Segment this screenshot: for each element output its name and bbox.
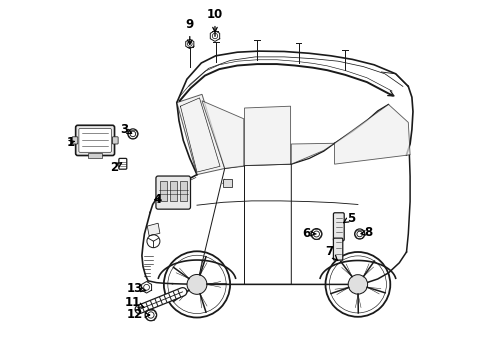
FancyBboxPatch shape	[333, 213, 344, 241]
Bar	[169, 181, 177, 201]
Polygon shape	[223, 179, 231, 187]
Text: 6: 6	[302, 227, 315, 240]
FancyBboxPatch shape	[76, 125, 114, 156]
Circle shape	[187, 274, 206, 294]
Bar	[179, 181, 186, 201]
Polygon shape	[177, 94, 224, 175]
FancyBboxPatch shape	[72, 137, 78, 144]
Text: 13: 13	[127, 282, 146, 294]
Polygon shape	[334, 104, 409, 164]
FancyBboxPatch shape	[333, 238, 342, 260]
Bar	[88, 153, 102, 158]
Text: 10: 10	[206, 8, 223, 32]
FancyBboxPatch shape	[79, 129, 111, 152]
FancyBboxPatch shape	[156, 176, 190, 209]
FancyBboxPatch shape	[112, 137, 118, 144]
Text: 9: 9	[185, 18, 194, 44]
Bar	[159, 181, 166, 201]
Text: 7: 7	[325, 246, 337, 261]
Polygon shape	[291, 143, 334, 164]
Text: 2: 2	[110, 161, 122, 174]
Circle shape	[347, 275, 367, 294]
Text: 11: 11	[124, 296, 143, 309]
Text: 5: 5	[343, 212, 354, 225]
Text: 3: 3	[120, 123, 131, 136]
Text: 8: 8	[360, 226, 372, 239]
Text: 12: 12	[126, 309, 149, 321]
Text: 4: 4	[153, 193, 161, 206]
FancyBboxPatch shape	[119, 158, 126, 169]
Polygon shape	[244, 106, 290, 166]
Polygon shape	[147, 223, 160, 236]
Text: 1: 1	[67, 136, 75, 149]
Polygon shape	[202, 101, 244, 168]
